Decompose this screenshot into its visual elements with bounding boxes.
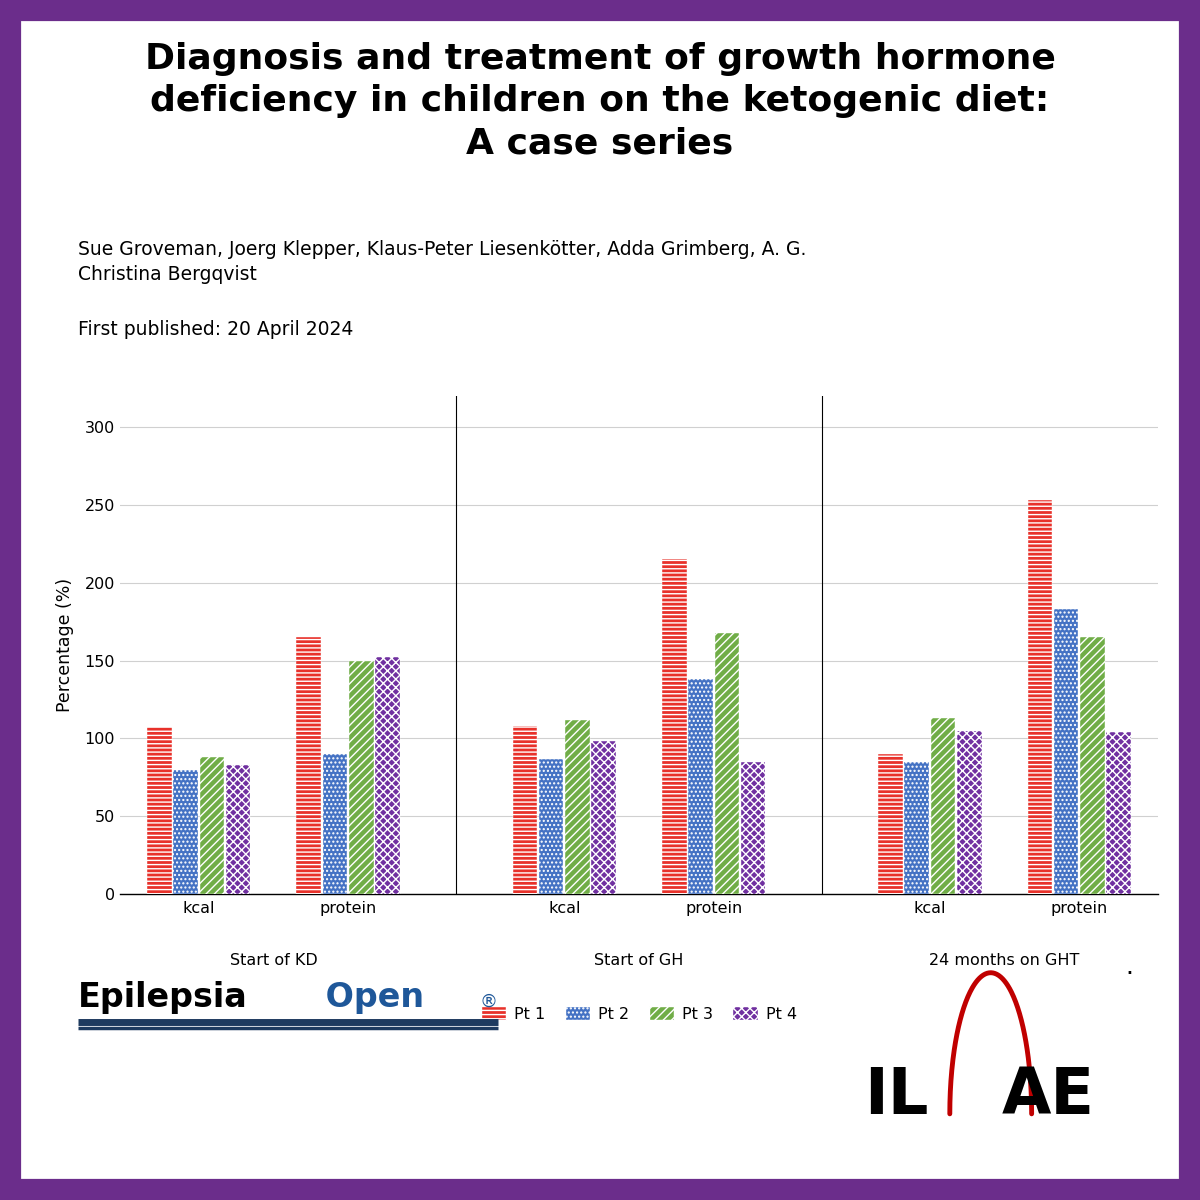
- Bar: [512, 726, 538, 894]
- Bar: [349, 660, 373, 894]
- Bar: [199, 757, 224, 894]
- Bar: [323, 754, 348, 894]
- Text: 24 months on GHT: 24 months on GHT: [929, 953, 1080, 968]
- Bar: [956, 731, 982, 894]
- Bar: [1080, 637, 1105, 894]
- Text: Start of KD: Start of KD: [229, 953, 317, 968]
- Text: Diagnosis and treatment of growth hormone
deficiency in children on the ketogeni: Diagnosis and treatment of growth hormon…: [144, 42, 1056, 160]
- Text: ®: ®: [480, 992, 498, 1010]
- Bar: [905, 762, 929, 894]
- Bar: [930, 718, 955, 894]
- Legend: Pt 1, Pt 2, Pt 3, Pt 4: Pt 1, Pt 2, Pt 3, Pt 4: [474, 1000, 804, 1028]
- Bar: [376, 658, 400, 894]
- Bar: [1054, 610, 1079, 894]
- Bar: [714, 632, 739, 894]
- Bar: [565, 720, 589, 894]
- Text: Start of GH: Start of GH: [594, 953, 684, 968]
- Bar: [296, 637, 322, 894]
- Bar: [740, 762, 766, 894]
- Text: IL: IL: [864, 1066, 929, 1127]
- Bar: [878, 754, 902, 894]
- Text: Open: Open: [314, 982, 425, 1014]
- Bar: [173, 769, 198, 894]
- Bar: [1027, 500, 1052, 894]
- Bar: [226, 764, 251, 894]
- Bar: [539, 758, 564, 894]
- Y-axis label: Percentage (%): Percentage (%): [55, 578, 73, 712]
- Bar: [592, 742, 616, 894]
- Text: Sue Groveman, Joerg Klepper, Klaus-Peter Liesenkötter, Adda Grimberg, A. G.
Chri: Sue Groveman, Joerg Klepper, Klaus-Peter…: [78, 240, 806, 284]
- Text: First published: 20 April 2024: First published: 20 April 2024: [78, 320, 353, 340]
- Text: AE: AE: [1001, 1066, 1094, 1127]
- Bar: [1106, 732, 1130, 894]
- Bar: [662, 559, 686, 894]
- Bar: [689, 679, 713, 894]
- Bar: [148, 727, 172, 894]
- Text: Epilepsia: Epilepsia: [78, 982, 247, 1014]
- Text: ·: ·: [1126, 962, 1134, 986]
